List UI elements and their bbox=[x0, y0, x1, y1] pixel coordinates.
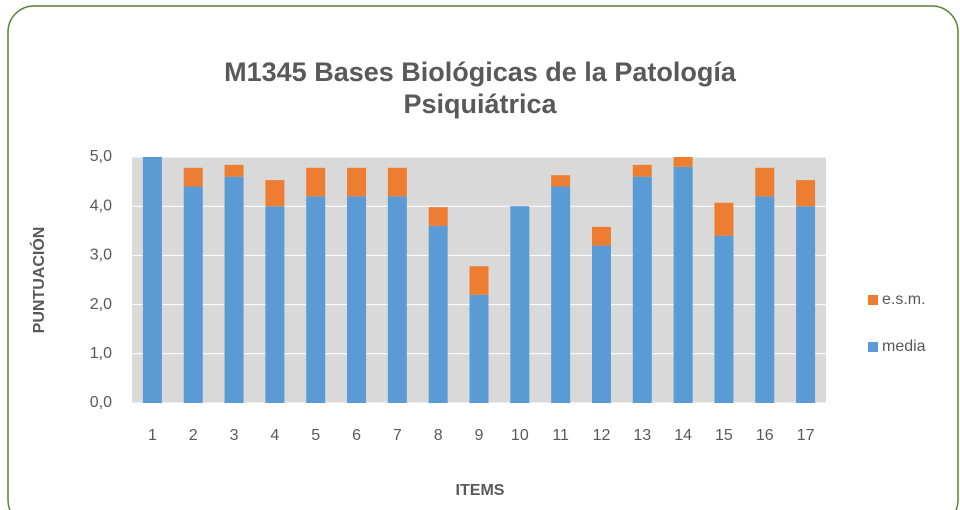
bar-segment bbox=[796, 206, 816, 403]
bar-segment bbox=[428, 207, 448, 226]
bar-segment bbox=[755, 196, 775, 403]
y-tick-label: 4,0 bbox=[90, 197, 112, 214]
bar-segment bbox=[551, 175, 571, 187]
x-tick-label: 17 bbox=[797, 427, 815, 444]
chart-title: M1345 Bases Biológicas de la Patología Ps… bbox=[224, 57, 737, 119]
bar-segment bbox=[265, 206, 285, 403]
bar-segment bbox=[469, 266, 489, 295]
bar-segment bbox=[347, 196, 367, 403]
bar-segment bbox=[673, 157, 693, 167]
x-tick-label: 7 bbox=[393, 427, 402, 444]
bar-segment bbox=[183, 186, 203, 403]
bar-segment bbox=[224, 176, 244, 403]
x-tick-label: 14 bbox=[674, 427, 692, 444]
y-tick-label: 3,0 bbox=[90, 247, 112, 264]
bar-segment bbox=[714, 235, 734, 403]
legend-swatch bbox=[868, 342, 878, 352]
bar-segment bbox=[142, 157, 162, 403]
y-tick-label: 1,0 bbox=[90, 345, 112, 362]
x-tick-label: 13 bbox=[633, 427, 651, 444]
bar-segment bbox=[265, 180, 285, 207]
bar-segment bbox=[673, 166, 693, 403]
bar-segment bbox=[428, 225, 448, 403]
x-tick-label: 1 bbox=[148, 427, 157, 444]
x-tick-label: 4 bbox=[270, 427, 279, 444]
bar-segment bbox=[469, 294, 489, 403]
x-tick-label: 6 bbox=[352, 427, 361, 444]
x-tick-label: 10 bbox=[511, 427, 529, 444]
x-tick-label: 9 bbox=[475, 427, 484, 444]
bar-segment bbox=[796, 180, 816, 207]
x-tick-label: 11 bbox=[552, 427, 569, 444]
bar-segment bbox=[755, 167, 775, 197]
y-tick-label: 5,0 bbox=[90, 148, 112, 165]
legend-label: media bbox=[882, 338, 926, 355]
x-tick-label: 15 bbox=[715, 427, 733, 444]
bar-segment bbox=[387, 167, 407, 197]
bar-segment bbox=[306, 167, 326, 197]
bar-segment bbox=[183, 167, 203, 187]
x-tick-label: 3 bbox=[230, 427, 239, 444]
x-tick-label: 2 bbox=[189, 427, 198, 444]
legend-swatch bbox=[868, 295, 878, 305]
y-tick-label: 2,0 bbox=[90, 296, 112, 313]
bar-segment bbox=[591, 226, 611, 246]
bar-segment bbox=[632, 164, 652, 177]
bar-segment bbox=[510, 206, 530, 403]
x-tick-label: 12 bbox=[593, 427, 611, 444]
y-axis-title: PUNTUACIÓN bbox=[29, 227, 48, 334]
bar-segment bbox=[387, 196, 407, 403]
bar-segment bbox=[632, 176, 652, 403]
y-tick-label: 0,0 bbox=[90, 394, 112, 411]
bar-segment bbox=[551, 186, 571, 403]
bar-segment bbox=[714, 202, 734, 236]
bar-segment bbox=[224, 164, 244, 177]
x-tick-label: 8 bbox=[434, 427, 443, 444]
bar-segment bbox=[347, 167, 367, 197]
legend-label: e.s.m. bbox=[882, 291, 926, 308]
x-tick-label: 16 bbox=[756, 427, 774, 444]
x-axis-title: ITEMS bbox=[456, 482, 505, 499]
x-tick-label: 5 bbox=[311, 427, 320, 444]
bar-segment bbox=[591, 245, 611, 403]
bar-segment bbox=[306, 196, 326, 403]
